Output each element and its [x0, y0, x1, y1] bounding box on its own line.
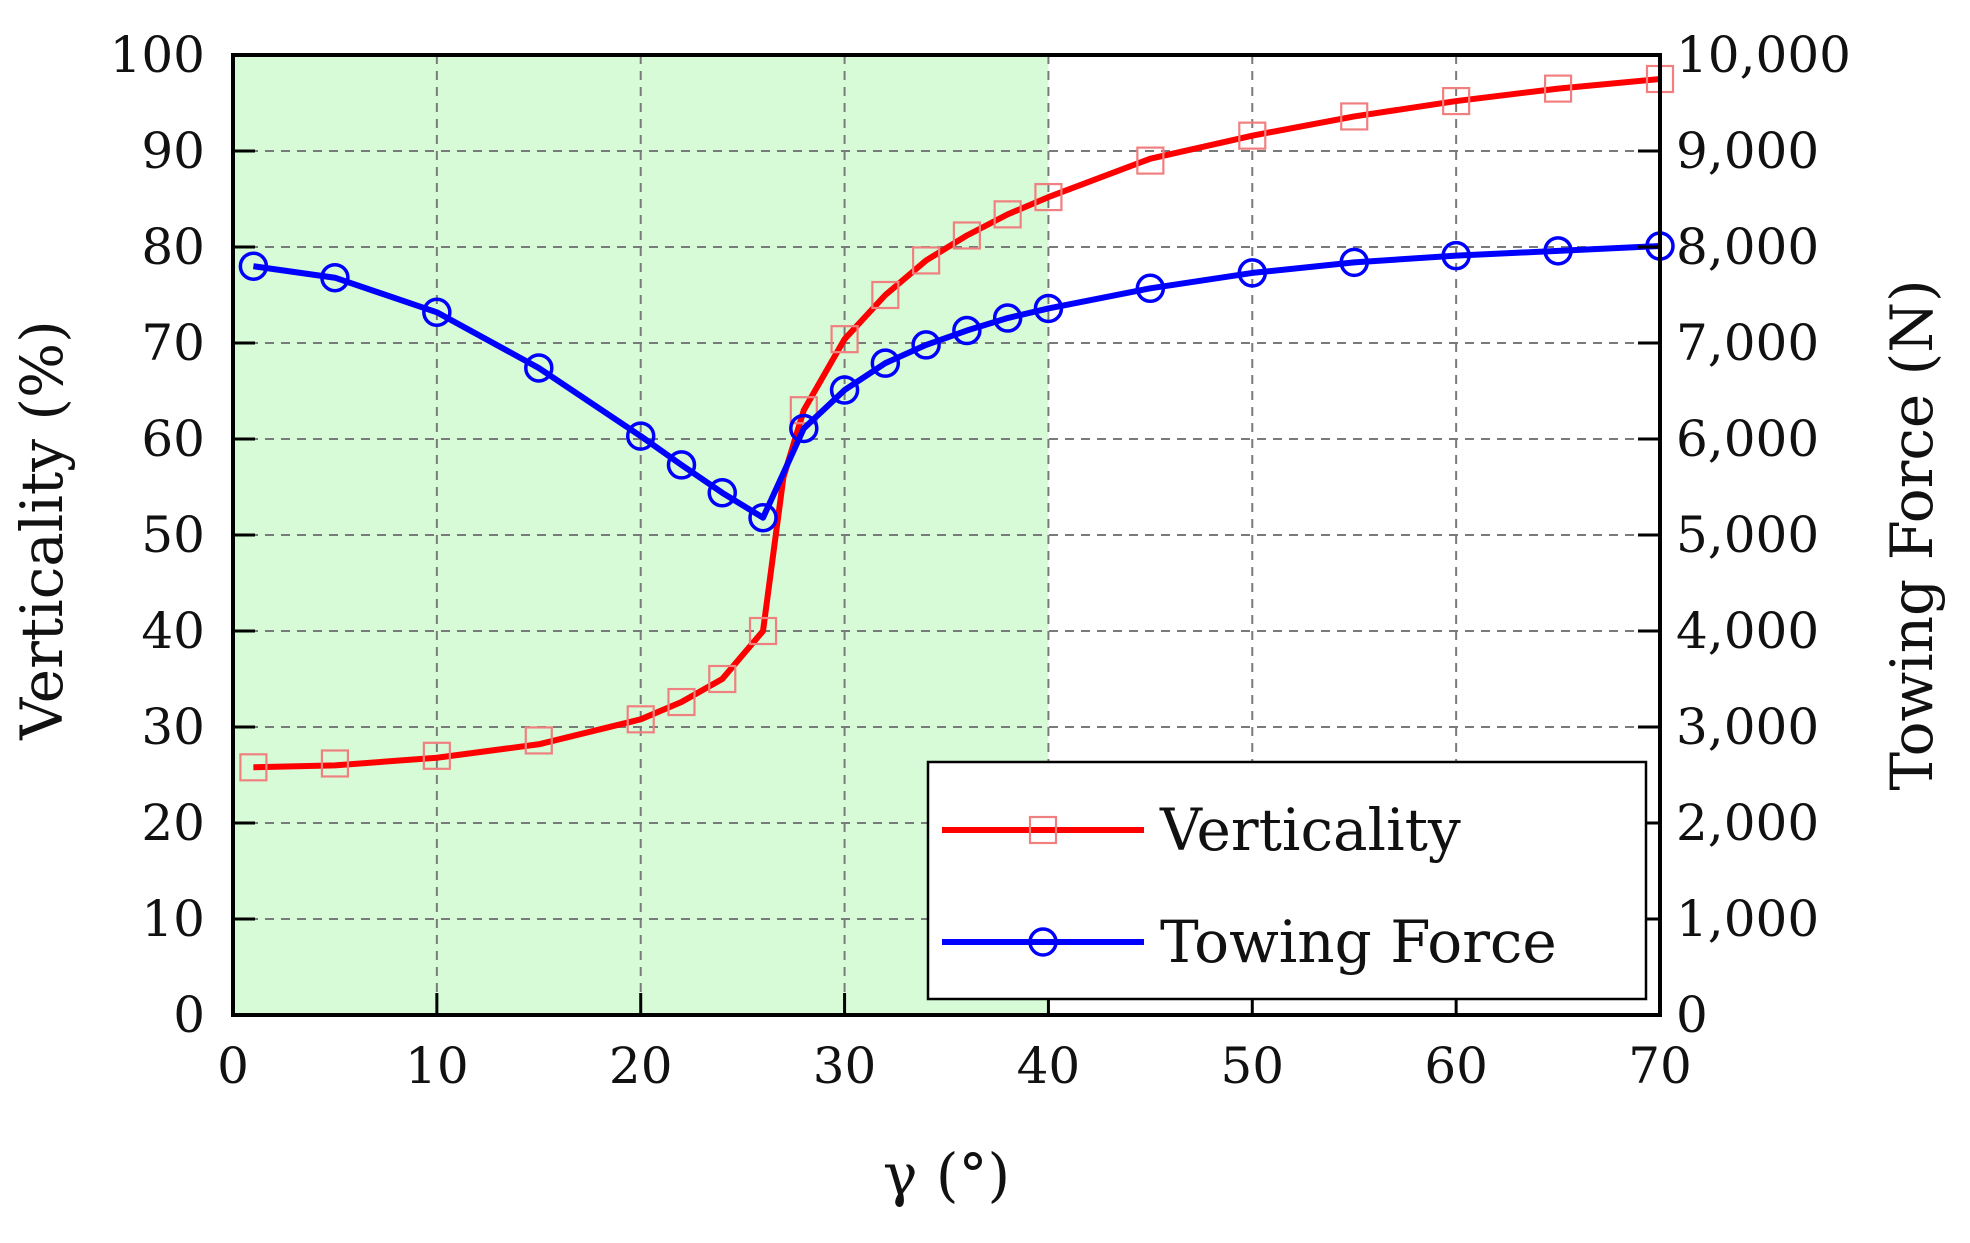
- axis-ticks: [231, 53, 1662, 1017]
- verticality-marker: [667, 687, 696, 717]
- y-tick-label: 10: [141, 890, 205, 948]
- verticality-marker: [1340, 102, 1369, 131]
- y-tick-label: 30: [141, 698, 205, 756]
- towing-force-marker: [911, 330, 941, 360]
- y-axis-title: Verticality (%): [8, 320, 76, 741]
- y-tick-label: 60: [141, 410, 205, 468]
- verticality-marker: [993, 200, 1022, 229]
- legend-verticality-marker: [1028, 815, 1058, 845]
- verticality-marker: [1034, 182, 1063, 212]
- y2-tick-label: 8,000: [1676, 218, 1819, 276]
- x-tick-label: 20: [609, 1037, 673, 1095]
- verticality-marker: [320, 749, 350, 778]
- y2-tick-label: 2,000: [1676, 794, 1819, 852]
- legend-towing-force-label: Towing Force: [1160, 908, 1557, 976]
- y2-tick-label: 6,000: [1676, 410, 1819, 468]
- verticality-marker: [830, 325, 859, 354]
- verticality-marker: [626, 705, 655, 734]
- verticality-marker: [524, 726, 553, 755]
- x-tick-label: 70: [1628, 1037, 1692, 1095]
- verticality-marker: [912, 246, 941, 275]
- verticality-marker: [748, 616, 778, 646]
- towing-force-marker: [238, 251, 269, 281]
- y-tick-label: 40: [141, 602, 205, 660]
- verticality-line: [253, 76, 1661, 771]
- y2-tick-label: 0: [1676, 986, 1708, 1044]
- towing-force-marker: [829, 375, 860, 405]
- y-tick-label: 0: [173, 986, 205, 1044]
- y-tick-label: 50: [141, 506, 205, 564]
- towing-force-marker: [1339, 247, 1369, 278]
- towing-force-marker: [870, 348, 901, 378]
- verticality-marker: [871, 280, 900, 310]
- y-tick-label: 100: [110, 26, 205, 84]
- towing-force-marker: [1033, 293, 1064, 324]
- y-tick-label: 20: [141, 794, 205, 852]
- towing-force-marker: [952, 315, 982, 346]
- towing-force-marker: [789, 413, 819, 444]
- legend-items: Verticality Towing Force: [942, 796, 1557, 976]
- y2-tick-label: 4,000: [1676, 602, 1819, 660]
- x-tick-label: 50: [1220, 1037, 1284, 1095]
- y2-tick-label: 3,000: [1676, 698, 1819, 756]
- towing-force-marker: [422, 297, 452, 328]
- verticality-marker: [708, 664, 737, 694]
- x-tick-label: 30: [813, 1037, 877, 1095]
- towing-force-marker: [320, 262, 350, 293]
- towing-force-line: [252, 243, 1661, 521]
- verticality-marker: [952, 221, 981, 250]
- verticality-marker: [1442, 86, 1471, 116]
- verticality-marker: [239, 753, 268, 782]
- y2-tick-label: 1,000: [1676, 890, 1819, 948]
- y2-tick-label: 9,000: [1676, 122, 1819, 180]
- verticality-marker: [422, 741, 451, 770]
- towing-force-marker: [666, 450, 697, 480]
- verticality-marker: [1543, 74, 1573, 103]
- towing-force-marker: [1237, 258, 1268, 288]
- towing-force-marker: [707, 478, 738, 508]
- x-tick-label: 0: [217, 1037, 249, 1095]
- towing-force-marker: [992, 303, 1023, 333]
- y-tick-label: 90: [141, 122, 205, 180]
- tick-labels: 0 10 20 30 40 50 60 70010203040506070809010001,…: [110, 26, 1851, 1095]
- x-tick-label: 40: [1017, 1037, 1081, 1095]
- towing-force-marker: [1441, 240, 1471, 271]
- verticality-marker: [1238, 121, 1267, 150]
- legend-verticality-label: Verticality: [1159, 796, 1461, 864]
- y-tick-label: 70: [141, 314, 205, 372]
- towing-force-marker: [748, 502, 778, 533]
- legend-towing-force-marker: [1028, 927, 1058, 957]
- towing-force-marker: [1543, 236, 1573, 266]
- legend: Verticality Towing Force: [926, 760, 1648, 1001]
- towing-force-marker: [1135, 273, 1166, 304]
- verticality-marker: [789, 396, 818, 425]
- towing-force-marker: [625, 421, 656, 451]
- x-axis-title: γ (°): [883, 1141, 1010, 1209]
- y2-tick-label: 5,000: [1676, 506, 1819, 564]
- y2-axis-title: Towing Force (N): [1878, 279, 1946, 790]
- series-layer: [238, 64, 1675, 782]
- legend-box: [926, 760, 1648, 1001]
- x-tick-label: 60: [1424, 1037, 1488, 1095]
- x-tick-label: 10: [405, 1037, 469, 1095]
- y2-tick-label: 10,000: [1676, 26, 1851, 84]
- towing-force-marker: [524, 353, 554, 383]
- y-tick-label: 80: [141, 218, 205, 276]
- verticality-marker: [1136, 146, 1165, 175]
- y2-tick-label: 7,000: [1676, 314, 1819, 372]
